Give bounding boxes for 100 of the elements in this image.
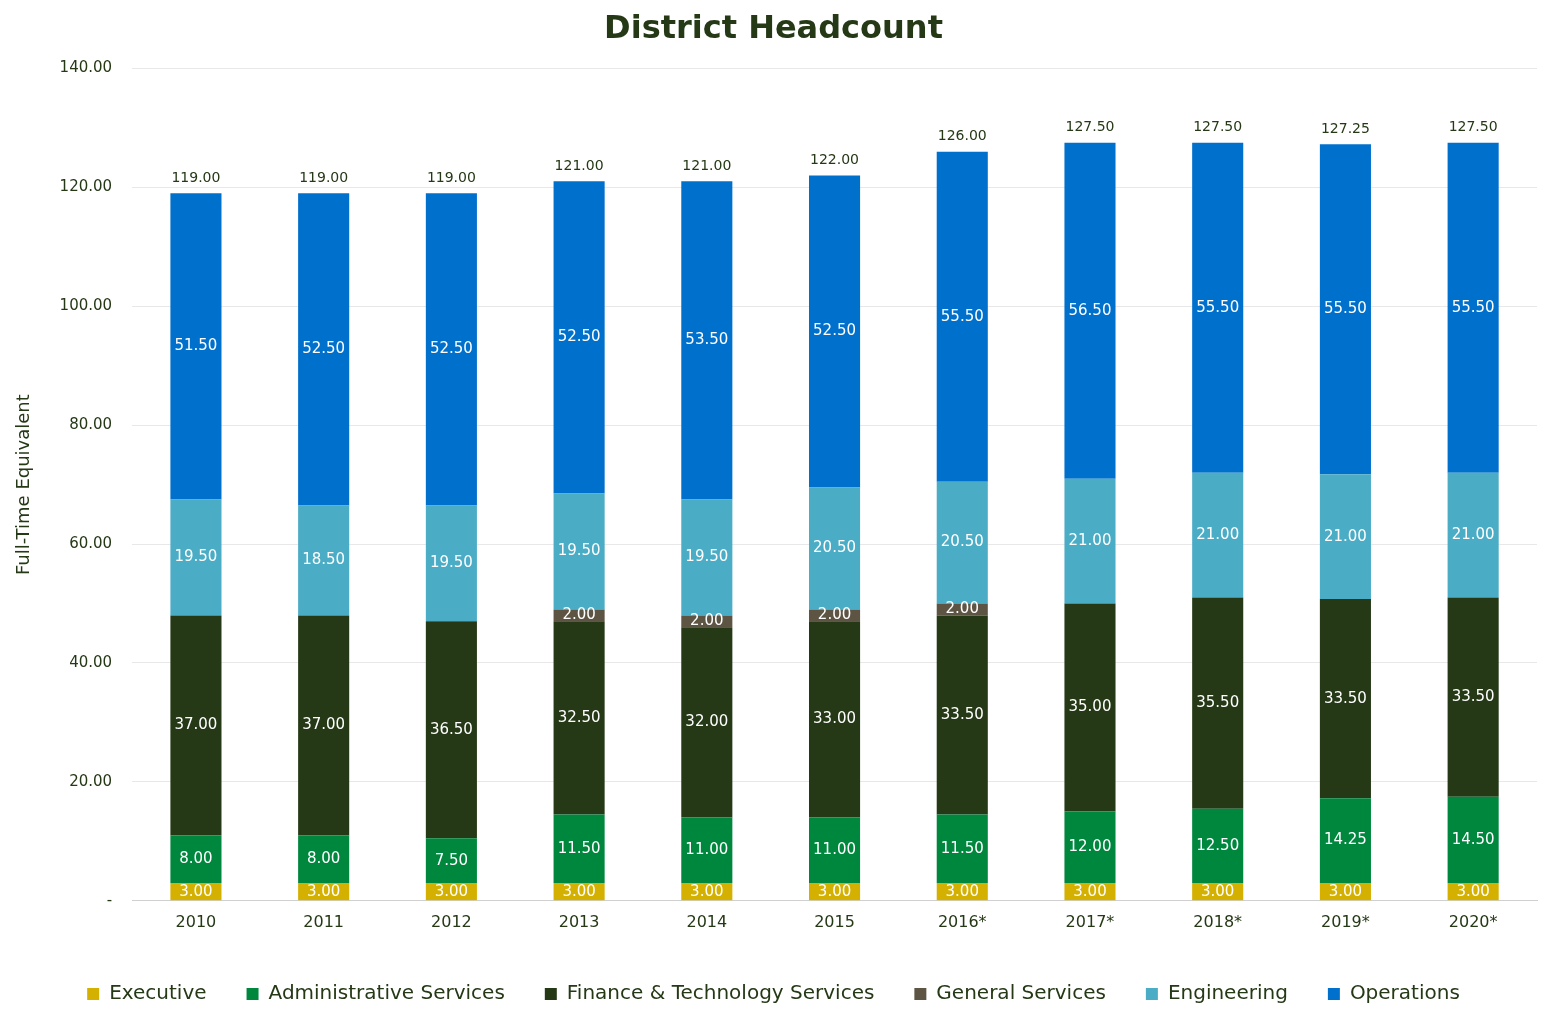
bar bbox=[681, 627, 733, 818]
data-label: 3.00 bbox=[306, 881, 341, 900]
bar bbox=[298, 505, 350, 616]
data-label: 3.00 bbox=[690, 881, 724, 900]
data-label: 36.50 bbox=[429, 719, 473, 738]
bar bbox=[1319, 798, 1371, 883]
data-label: 55.50 bbox=[1451, 297, 1495, 316]
x-tick-label: 2016* bbox=[937, 911, 987, 931]
y-tick-label: 20.00 bbox=[69, 771, 113, 790]
data-label: 19.50 bbox=[685, 547, 729, 566]
data-label: 19.50 bbox=[174, 547, 218, 566]
bar bbox=[1064, 603, 1116, 812]
bar bbox=[1064, 811, 1116, 883]
data-label: 3.00 bbox=[1073, 881, 1107, 900]
x-tick-label: 2014 bbox=[686, 911, 728, 931]
total-label: 121.00 bbox=[682, 157, 732, 174]
data-label: 33.50 bbox=[1451, 687, 1495, 706]
data-label: 21.00 bbox=[1323, 526, 1367, 545]
total-label: 121.00 bbox=[554, 157, 604, 174]
data-label: 52.50 bbox=[429, 339, 473, 358]
data-label: 19.50 bbox=[557, 541, 601, 560]
data-label: 21.00 bbox=[1196, 525, 1240, 544]
data-label: 8.00 bbox=[179, 849, 213, 868]
data-label: 35.00 bbox=[1068, 697, 1112, 716]
data-label: 37.00 bbox=[174, 715, 218, 734]
legend-label: Executive bbox=[109, 980, 207, 1005]
data-label: 14.25 bbox=[1323, 830, 1367, 849]
x-tick-label: 2020* bbox=[1448, 911, 1498, 931]
bar bbox=[681, 181, 733, 500]
y-tick-label: 60.00 bbox=[69, 533, 113, 552]
data-label: 35.50 bbox=[1196, 693, 1240, 711]
y-tick-label: 100.00 bbox=[59, 296, 113, 315]
data-label: 2.00 bbox=[945, 599, 979, 618]
y-tick-label: 120.00 bbox=[59, 177, 113, 196]
bar bbox=[1447, 597, 1499, 797]
bar bbox=[1319, 474, 1371, 600]
legend-label: Administrative Services bbox=[268, 980, 505, 1005]
legend-label: Engineering bbox=[1167, 980, 1288, 1005]
data-label: 21.00 bbox=[1068, 530, 1112, 549]
bar bbox=[809, 817, 861, 883]
data-label: 56.50 bbox=[1068, 300, 1112, 319]
data-label: 7.50 bbox=[434, 850, 469, 869]
bar bbox=[936, 814, 988, 883]
data-label: 11.00 bbox=[813, 840, 857, 859]
total-label: 127.50 bbox=[1193, 118, 1243, 135]
bar bbox=[170, 499, 222, 616]
bar bbox=[170, 615, 222, 836]
data-label: 37.00 bbox=[302, 715, 346, 734]
data-label: 33.00 bbox=[813, 709, 857, 728]
bar bbox=[936, 151, 988, 482]
total-label: 119.00 bbox=[426, 168, 476, 185]
data-label: 3.00 bbox=[817, 881, 852, 900]
data-label: 3.00 bbox=[945, 881, 979, 900]
data-label: 55.50 bbox=[940, 306, 984, 325]
bar bbox=[809, 621, 861, 818]
y-tick-label: 40.00 bbox=[69, 652, 113, 671]
x-tick-label: 2010 bbox=[175, 911, 217, 931]
data-label: 2.00 bbox=[562, 605, 596, 624]
data-label: 52.50 bbox=[557, 327, 601, 346]
y-tick-label: - bbox=[106, 890, 113, 909]
data-label: 51.50 bbox=[174, 336, 218, 355]
total-label: 119.00 bbox=[171, 168, 221, 185]
data-label: 11.50 bbox=[557, 838, 601, 857]
data-label: 11.00 bbox=[685, 840, 729, 859]
bar bbox=[170, 835, 222, 883]
data-label: 21.00 bbox=[1451, 525, 1495, 544]
data-label: 53.50 bbox=[685, 330, 729, 349]
data-label: 14.50 bbox=[1451, 829, 1495, 848]
bar bbox=[1192, 597, 1244, 809]
bar bbox=[1447, 142, 1499, 473]
bar bbox=[553, 621, 605, 815]
total-label: 122.00 bbox=[810, 151, 860, 168]
data-label: 33.50 bbox=[1323, 688, 1367, 707]
total-label: 127.50 bbox=[1448, 118, 1498, 135]
data-label: 3.00 bbox=[179, 881, 213, 900]
data-label: 33.50 bbox=[940, 704, 984, 723]
x-tick-label: 2017* bbox=[1065, 911, 1115, 931]
bar bbox=[936, 615, 988, 815]
data-label: 20.50 bbox=[940, 532, 984, 551]
x-tick-label: 2019* bbox=[1321, 911, 1370, 931]
bar bbox=[1447, 796, 1499, 883]
bar bbox=[1192, 472, 1244, 598]
data-label: 18.50 bbox=[302, 550, 346, 569]
x-tick-label: 2012 bbox=[431, 911, 472, 931]
data-label: 3.00 bbox=[1201, 881, 1235, 900]
bar bbox=[809, 175, 861, 488]
data-label: 20.50 bbox=[813, 538, 857, 557]
chart-title: District Headcount bbox=[604, 7, 943, 46]
bar bbox=[170, 193, 222, 500]
y-tick-label: 80.00 bbox=[69, 415, 113, 434]
bar bbox=[1319, 144, 1371, 475]
bar bbox=[1319, 599, 1371, 799]
data-label: 3.00 bbox=[1328, 881, 1363, 900]
bar bbox=[425, 621, 477, 839]
bar bbox=[1064, 142, 1116, 479]
bar bbox=[298, 615, 350, 836]
bar bbox=[298, 193, 350, 506]
data-label: 55.50 bbox=[1323, 299, 1367, 318]
bar bbox=[425, 838, 477, 883]
bar bbox=[553, 181, 605, 494]
